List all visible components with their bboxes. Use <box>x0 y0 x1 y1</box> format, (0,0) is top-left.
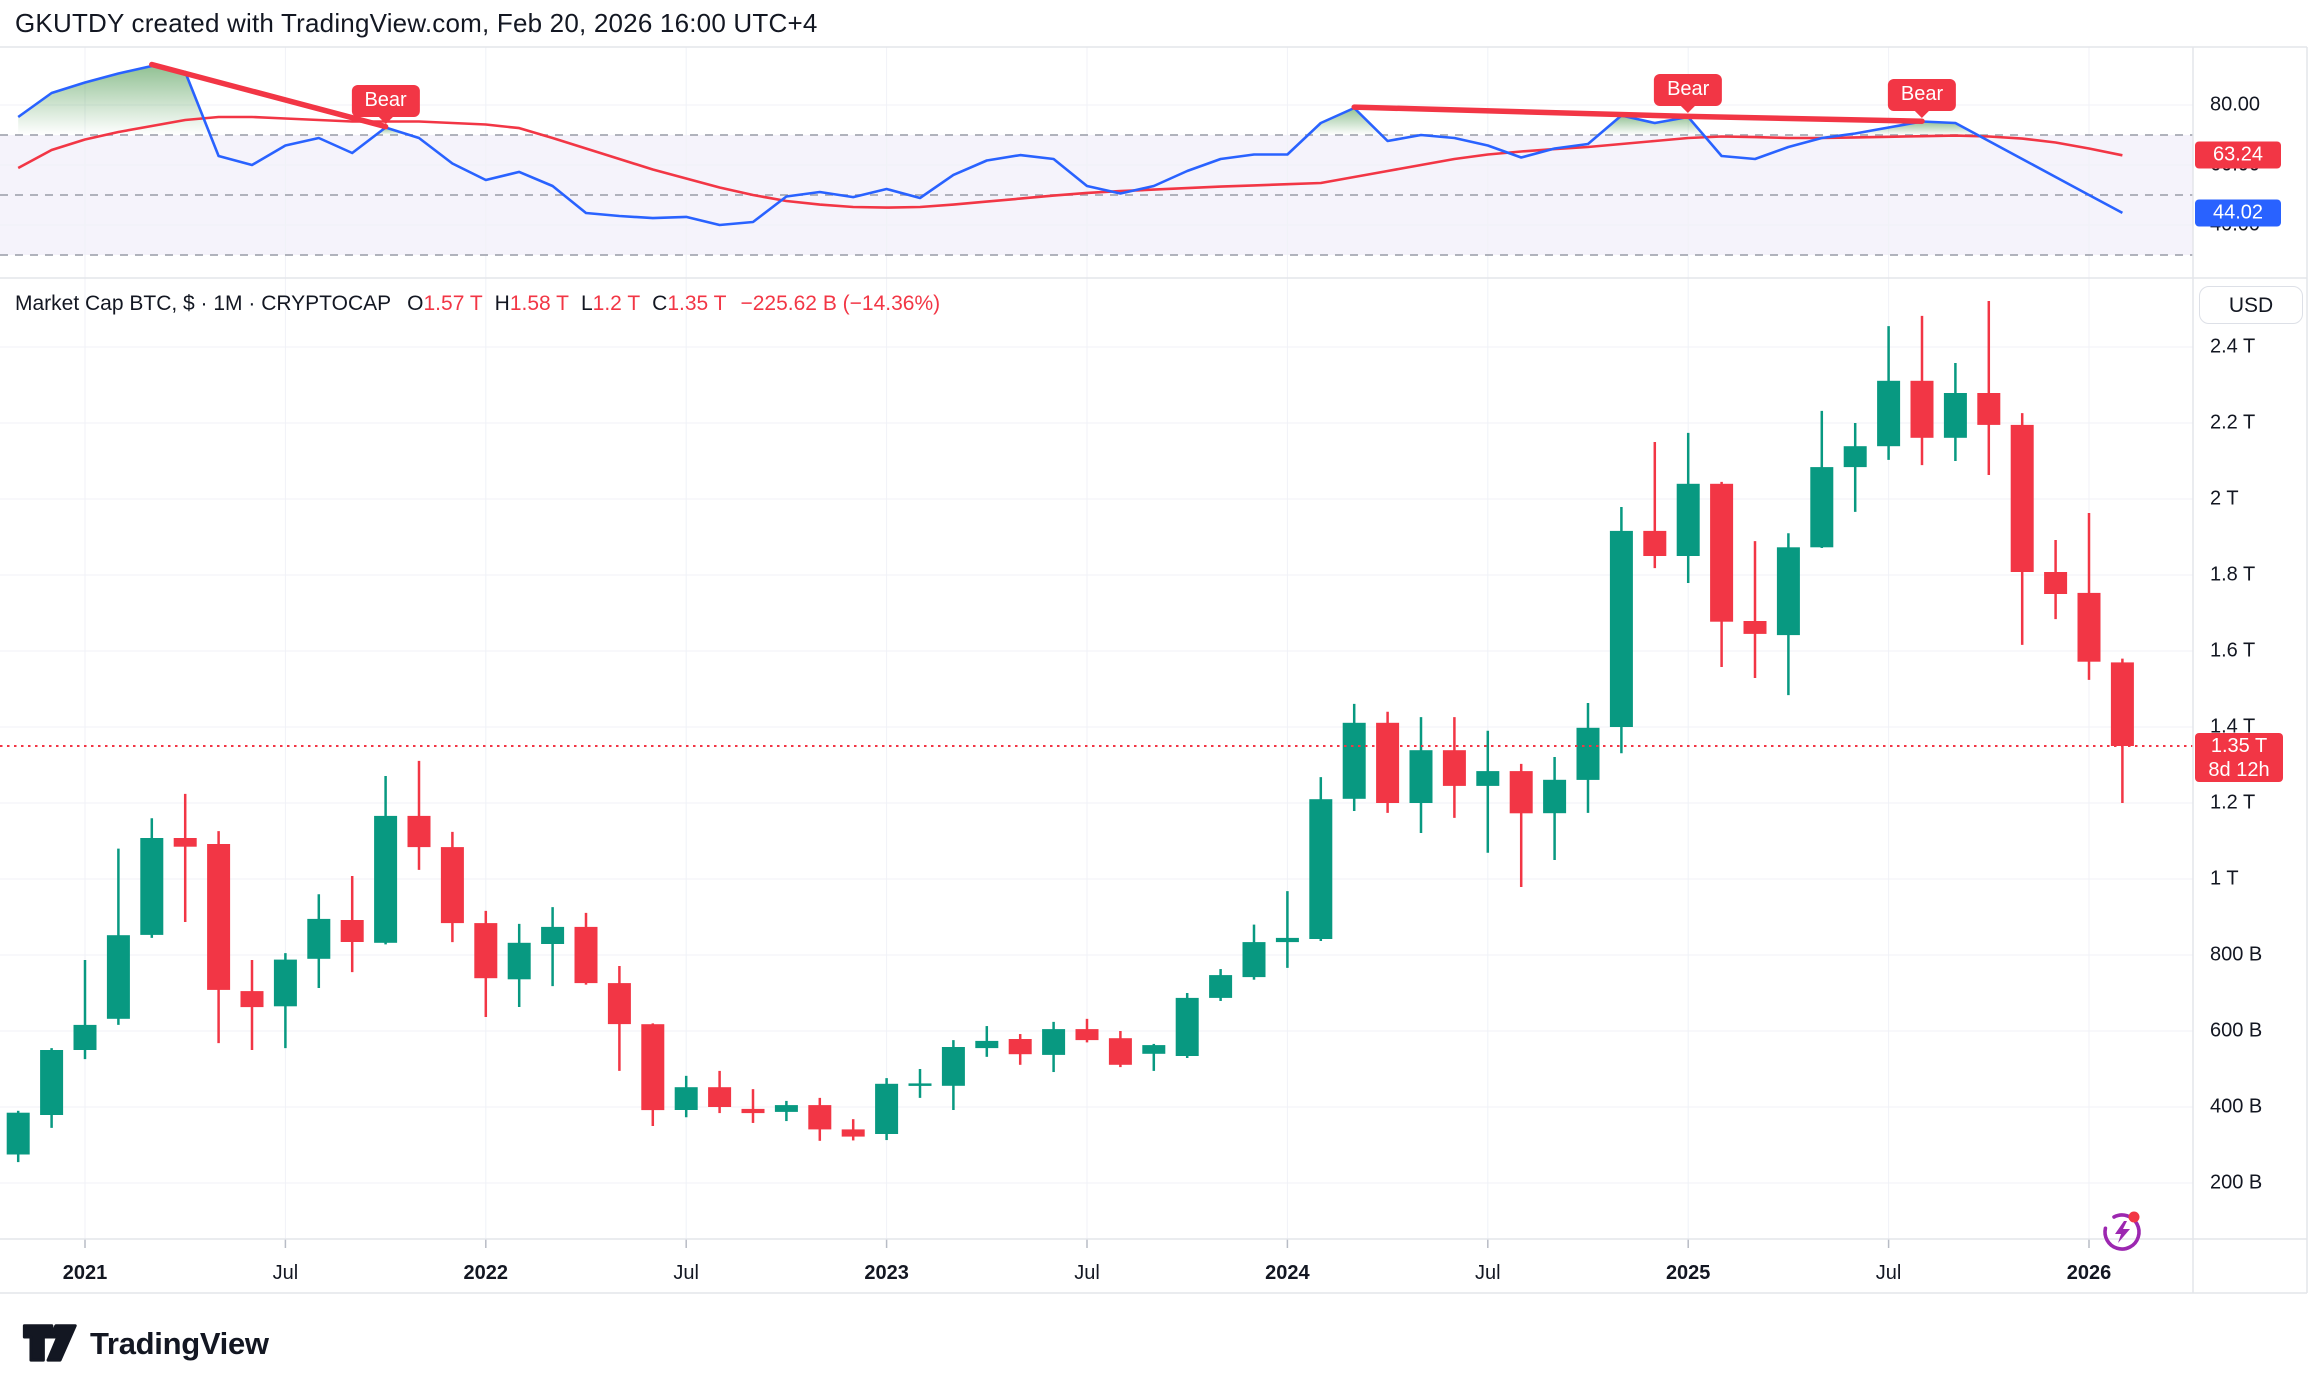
time-axis-label[interactable]: 2023 <box>864 1262 909 1284</box>
instant-order-icon[interactable] <box>2096 1204 2150 1258</box>
time-axis-label[interactable]: 2025 <box>1665 1262 1711 1284</box>
price-axis-label: 1 T <box>2210 867 2239 890</box>
price-axis-label: 1.6 T <box>2210 639 2256 662</box>
price-axis-label: 2.4 T <box>2210 335 2256 358</box>
last-price-value: 1.35 T <box>2210 735 2268 757</box>
price-axis-label: 1.4 T <box>2210 715 2256 738</box>
time-axis-label[interactable]: 2024 <box>1265 1262 1310 1284</box>
tradingview-logo-glyph <box>22 1324 77 1362</box>
price-axis-label: 600 B <box>2210 1019 2263 1042</box>
time-axis-label[interactable]: Jul <box>1875 1262 1902 1284</box>
tradingview-logo[interactable]: TradingView <box>22 1322 269 1366</box>
chart-header-title: GKUTDY created with TradingView.com, Feb… <box>15 8 818 38</box>
price-axis-label: 2 T <box>2210 487 2239 510</box>
ohlc-pair: O1.57 T <box>407 292 483 315</box>
ohlc-pair: C1.35 T <box>652 292 727 315</box>
time-axis-label[interactable]: 2021 <box>62 1262 108 1284</box>
indicator-value-badge: 44.02 <box>2195 199 2281 227</box>
time-axis-label[interactable]: Jul <box>673 1262 699 1284</box>
last-price-badge: 1.35 T 8d 12h <box>2195 733 2283 782</box>
ohlc-pair: L1.2 T <box>580 292 641 315</box>
indicator-axis-label: 80.00 <box>2210 93 2261 116</box>
ohlc-pair: H1.58 T <box>494 292 569 315</box>
bear-divergence-badge: Bear <box>351 84 420 124</box>
ohlc-values: O1.57 T H1.58 T L1.2 T C1.35 T <box>407 292 738 316</box>
time-axis-label[interactable]: Jul <box>1475 1262 1501 1284</box>
time-axis-label[interactable]: Jul <box>272 1262 299 1284</box>
time-axis-label[interactable]: 2026 <box>2066 1262 2112 1284</box>
notification-dot <box>2128 1211 2140 1223</box>
time-axis-label[interactable]: Jul <box>1074 1262 1100 1284</box>
price-axis-label: 800 B <box>2210 943 2263 966</box>
change-value: −225.62 B (−14.36%) <box>740 292 941 315</box>
tradingview-logo-text: TradingView <box>90 1326 269 1361</box>
currency-toggle-button[interactable]: USD <box>2199 286 2303 324</box>
price-axis-label: 1.8 T <box>2210 563 2256 586</box>
time-axis-label[interactable]: 2022 <box>463 1262 509 1284</box>
lightning-bolt-glyph <box>2115 1221 2130 1243</box>
bear-divergence-badge: Bear <box>1654 74 1723 114</box>
bear-divergence-badge: Bear <box>1887 79 1957 119</box>
price-axis-label: 200 B <box>2210 1171 2263 1194</box>
symbol-name[interactable]: Market Cap BTC, $ · 1M · CRYPTOCAP <box>15 292 392 315</box>
bar-countdown: 8d 12h <box>2208 759 2270 781</box>
price-axis-label: 2.2 T <box>2210 411 2256 434</box>
indicator-value-badge: 63.24 <box>2195 141 2281 169</box>
price-axis-label: 400 B <box>2210 1095 2263 1118</box>
price-axis-label: 1.2 T <box>2210 791 2256 814</box>
symbol-legend[interactable]: Market Cap BTC, $ · 1M · CRYPTOCAP O1.57… <box>15 292 940 316</box>
